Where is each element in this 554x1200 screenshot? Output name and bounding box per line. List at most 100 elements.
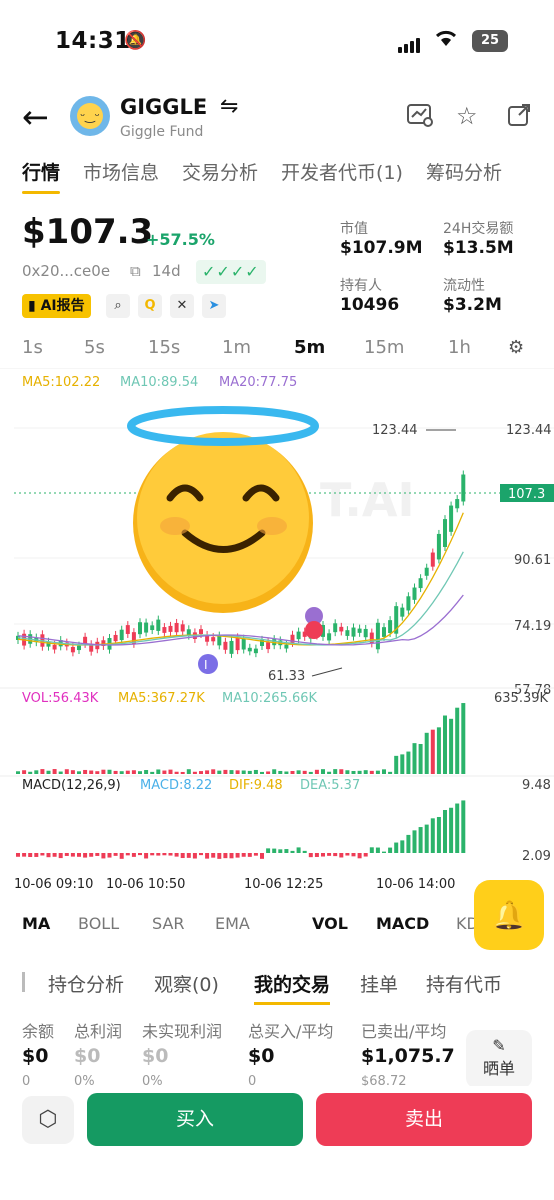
indicator-macd[interactable]: MACD bbox=[376, 914, 430, 933]
indicator-vol[interactable]: VOL bbox=[312, 914, 348, 933]
macd-bar bbox=[327, 853, 332, 856]
macd-bar bbox=[284, 849, 289, 853]
total-buy-value: $0 bbox=[248, 1045, 275, 1067]
interval-1m[interactable]: 1m bbox=[222, 337, 251, 358]
total-profit-value: $0 bbox=[74, 1045, 101, 1067]
candlestick-chart[interactable]: MA5:102.22 MA10:89.54 MA20:77.75 T.AI 12… bbox=[0, 367, 554, 898]
ma10-label: MA10:89.54 bbox=[120, 375, 198, 390]
volume-bar bbox=[394, 755, 399, 774]
event-marker[interactable] bbox=[305, 621, 323, 639]
volume-bar bbox=[278, 770, 283, 774]
back-arrow-icon[interactable]: ← bbox=[22, 98, 49, 136]
q-logo-icon[interactable]: Q bbox=[138, 294, 162, 318]
macd-bar bbox=[345, 853, 350, 856]
liquidity-label: 流动性 bbox=[443, 278, 485, 294]
indicator-ema[interactable]: EMA bbox=[215, 914, 250, 933]
tab-my-trades[interactable]: 我的交易 bbox=[254, 970, 331, 1005]
indicator-boll[interactable]: BOLL bbox=[78, 914, 120, 933]
indicator-kd[interactable]: KD bbox=[456, 914, 479, 933]
tab-watch[interactable]: 观察(0) bbox=[154, 974, 219, 996]
sell-button[interactable]: 卖出 bbox=[316, 1093, 532, 1146]
chart-watch-icon[interactable] bbox=[406, 102, 434, 134]
macd-bar bbox=[144, 853, 149, 859]
volume-bar bbox=[119, 771, 124, 774]
tab-holdings[interactable]: 持有代币 bbox=[426, 974, 503, 996]
ai-report-button[interactable]: ▮ AI报告 bbox=[22, 294, 91, 318]
interval-5m[interactable]: 5m bbox=[294, 337, 326, 358]
interval-15s[interactable]: 15s bbox=[148, 337, 181, 358]
interval-5s[interactable]: 5s bbox=[84, 337, 105, 358]
event-marker[interactable] bbox=[198, 654, 218, 674]
trade-settings-button[interactable]: ⬡ bbox=[22, 1096, 74, 1144]
tab-dev-tokens[interactable]: 开发者代币(1) bbox=[281, 162, 403, 184]
interval-1h[interactable]: 1h bbox=[448, 337, 471, 358]
indicator-ma[interactable]: MA bbox=[22, 914, 51, 933]
x-icon[interactable]: ✕ bbox=[170, 294, 194, 318]
telegram-icon[interactable]: ➤ bbox=[202, 294, 226, 318]
smiley-icon: ᵕ‿ᵕ bbox=[77, 103, 103, 129]
battery-icon: 25 bbox=[472, 30, 508, 52]
volume-bar bbox=[180, 771, 185, 774]
volume-bar bbox=[290, 771, 295, 774]
volume-bar bbox=[156, 769, 161, 774]
macd-bar bbox=[241, 853, 246, 857]
share-trade-button[interactable]: ✎ 晒单 bbox=[466, 1030, 532, 1088]
volume-bar bbox=[125, 770, 130, 774]
macd-bar bbox=[296, 847, 301, 853]
vol-ma5-label: MA5:367.27K bbox=[118, 691, 205, 706]
tab-position-analysis[interactable]: 持仓分析 bbox=[48, 974, 125, 996]
interval-1s[interactable]: 1s bbox=[22, 337, 43, 358]
volume-bar bbox=[235, 770, 240, 774]
tab-trade-analysis[interactable]: 交易分析 bbox=[182, 162, 259, 184]
ai-report-label: AI报告 bbox=[40, 298, 85, 314]
tab-market-info[interactable]: 市场信息 bbox=[83, 162, 160, 184]
alert-bell-button[interactable]: 🔔 bbox=[474, 880, 544, 950]
edit-share-icon: ✎ bbox=[492, 1036, 506, 1055]
volume-bar bbox=[52, 769, 57, 774]
y-tick: 90.61 bbox=[514, 553, 551, 568]
macd-bar bbox=[22, 853, 27, 857]
interval-selector: 1s 5s 15s 1m 5m 15m 1h ⚙ bbox=[22, 337, 532, 361]
swap-icon[interactable]: ⇋ bbox=[220, 94, 239, 119]
holders-value: 10496 bbox=[340, 295, 400, 315]
macd-value-label: MACD:8.22 bbox=[140, 778, 212, 793]
ma20-line bbox=[17, 594, 464, 646]
event-marker[interactable] bbox=[305, 607, 323, 625]
macd-bar bbox=[278, 849, 283, 853]
volume-bar bbox=[247, 770, 252, 774]
volume-bar bbox=[83, 769, 88, 774]
high-marker: 123.44 bbox=[372, 423, 418, 438]
volume-bar bbox=[369, 770, 374, 774]
vol-max-label: 635.39K bbox=[494, 691, 548, 706]
share-out-icon[interactable] bbox=[506, 102, 532, 134]
volume-bar bbox=[327, 771, 332, 774]
tab-orders[interactable]: 挂单 bbox=[360, 974, 399, 996]
x-tick: 10-06 10:50 bbox=[106, 877, 185, 892]
volume-bar bbox=[211, 769, 216, 774]
indicator-sar[interactable]: SAR bbox=[152, 914, 185, 933]
chart-settings-icon[interactable]: ⚙ bbox=[508, 337, 525, 358]
macd-bar bbox=[46, 853, 51, 858]
macd-bar bbox=[339, 853, 344, 858]
tab-market[interactable]: 行情 bbox=[22, 158, 61, 194]
macd-bar bbox=[357, 853, 362, 859]
macd-bar bbox=[260, 853, 264, 859]
tab-chip-analysis[interactable]: 筹码分析 bbox=[425, 162, 502, 184]
copy-icon[interactable]: ⧉ bbox=[130, 262, 141, 280]
volume-bar bbox=[424, 732, 429, 774]
volume-bar bbox=[321, 769, 325, 774]
volume-bar bbox=[260, 771, 264, 774]
macd-bar bbox=[174, 853, 179, 857]
ma20-label: MA20:77.75 bbox=[219, 375, 297, 390]
security-checks-badge[interactable]: ✓✓✓✓ bbox=[196, 260, 266, 284]
volume-bar bbox=[34, 770, 39, 774]
interval-15m[interactable]: 15m bbox=[364, 337, 405, 358]
unrealized-profit-label: 未实现利润 bbox=[142, 1022, 223, 1041]
buy-button[interactable]: 买入 bbox=[87, 1093, 303, 1146]
star-icon[interactable]: ☆ bbox=[456, 102, 478, 130]
volume-bar bbox=[241, 770, 246, 774]
macd-bar bbox=[40, 853, 45, 856]
contract-address[interactable]: 0x20...ce0e bbox=[22, 262, 111, 280]
share-trade-label: 晒单 bbox=[482, 1059, 515, 1078]
search-icon[interactable]: ⌕ bbox=[106, 294, 130, 318]
